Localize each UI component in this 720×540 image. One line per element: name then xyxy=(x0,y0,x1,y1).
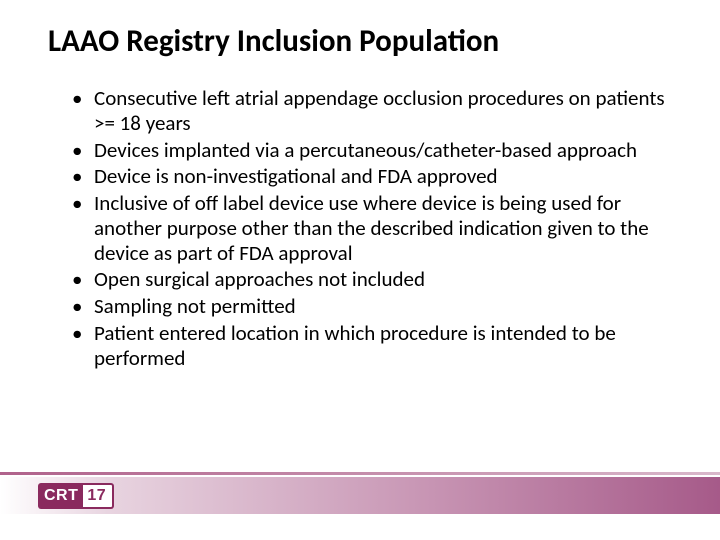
bullet-item: Open surgical approaches not included xyxy=(72,267,666,292)
logo-left: CRT xyxy=(38,483,83,509)
footer-band-accent xyxy=(0,472,720,475)
bullet-item: Device is non-investigational and FDA ap… xyxy=(72,164,666,189)
bullet-item: Consecutive left atrial appendage occlus… xyxy=(72,86,666,136)
crt17-logo: CRT 17 xyxy=(38,483,114,509)
bullet-list: Consecutive left atrial appendage occlus… xyxy=(72,86,666,370)
bullet-item: Devices implanted via a percutaneous/cat… xyxy=(72,138,666,163)
footer-band-main: CRT 17 xyxy=(0,477,720,514)
footer-band: CRT 17 xyxy=(0,472,720,514)
logo-right: 17 xyxy=(83,483,114,509)
bullet-item: Sampling not permitted xyxy=(72,294,666,319)
bullet-item: Patient entered location in which proced… xyxy=(72,321,666,371)
slide: LAAO Registry Inclusion Population Conse… xyxy=(0,0,720,540)
slide-title: LAAO Registry Inclusion Population xyxy=(0,0,720,60)
bullet-item: Inclusive of off label device use where … xyxy=(72,191,666,265)
content-area: Consecutive left atrial appendage occlus… xyxy=(0,60,720,370)
